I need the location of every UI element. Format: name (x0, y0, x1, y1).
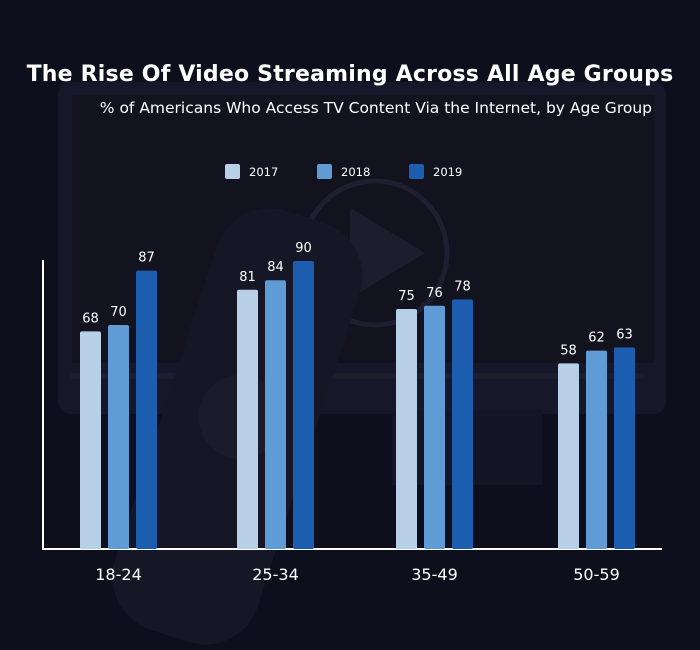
play-icon (350, 208, 425, 298)
bar-25-34-2018 (265, 280, 286, 549)
data-label-25-34-2019: 90 (295, 241, 312, 256)
legend-swatch-2019 (409, 164, 424, 179)
data-label-50-59-2019: 63 (616, 327, 633, 342)
bar-35-49-2017 (396, 309, 417, 549)
chart-subtitle: % of Americans Who Access TV Content Via… (99, 99, 652, 117)
data-label-50-59-2017: 58 (560, 343, 577, 358)
chart-title: The Rise Of Video Streaming Across All A… (26, 62, 674, 87)
bar-18-24-2018 (108, 325, 129, 549)
x-tick-label-50-59: 50-59 (573, 565, 620, 584)
data-label-18-24-2018: 70 (110, 305, 127, 320)
bar-18-24-2019 (136, 270, 157, 549)
data-label-50-59-2018: 62 (588, 331, 605, 346)
data-label-35-49-2019: 78 (454, 279, 471, 294)
data-label-35-49-2017: 75 (398, 289, 415, 304)
data-label-25-34-2017: 81 (239, 270, 256, 285)
data-label-35-49-2018: 76 (426, 286, 443, 301)
legend-label-2017: 2017 (249, 165, 278, 179)
bar-35-49-2019 (452, 299, 473, 549)
bar-18-24-2017 (80, 331, 101, 549)
legend-label-2019: 2019 (433, 165, 462, 179)
bar-25-34-2019 (293, 261, 314, 549)
data-label-25-34-2018: 84 (267, 260, 284, 275)
x-tick-label-25-34: 25-34 (252, 565, 299, 584)
data-label-18-24-2019: 87 (138, 251, 155, 266)
x-tick-label-18-24: 18-24 (95, 565, 142, 584)
bar-50-59-2018 (586, 350, 607, 549)
bar-50-59-2019 (614, 347, 635, 549)
bar-25-34-2017 (237, 289, 258, 549)
data-label-18-24-2017: 68 (82, 311, 99, 326)
legend-swatch-2017 (225, 164, 240, 179)
bar-50-59-2017 (558, 363, 579, 549)
bar-35-49-2018 (424, 305, 445, 549)
legend-label-2018: 2018 (341, 165, 370, 179)
legend-swatch-2018 (317, 164, 332, 179)
x-tick-label-35-49: 35-49 (411, 565, 458, 584)
